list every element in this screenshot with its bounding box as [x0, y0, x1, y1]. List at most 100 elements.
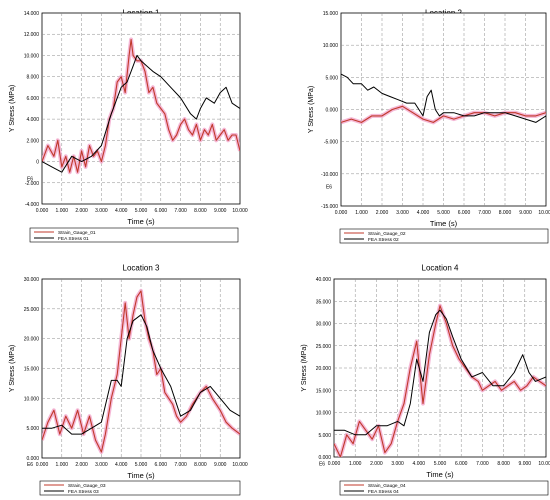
y-tick-label: 4.000 [26, 117, 39, 123]
x-tick-label: 2.000 [75, 462, 88, 468]
x-axis-label: Time (s) [430, 219, 458, 228]
x-axis-label: Time (s) [127, 217, 155, 226]
x-tick-label: 0.000 [36, 208, 49, 214]
x-tick-label: 1.000 [56, 462, 69, 468]
x-tick-label: 4.000 [413, 461, 426, 467]
x-tick-label: 9.000 [214, 462, 227, 468]
x-tick-label: 10.000 [538, 210, 550, 216]
series-line-strain-gauge [341, 105, 546, 123]
y-tick-label: 5.000 [318, 433, 331, 439]
series-line-strain-gauge [334, 305, 546, 457]
x-tick-label: 10.000 [232, 462, 248, 468]
x-tick-label: 0.000 [36, 462, 49, 468]
y-tick-label: -15.000 [321, 204, 338, 210]
x-tick-label: 8.000 [499, 210, 512, 216]
x-tick-label: 9.000 [214, 208, 227, 214]
x-tick-label: 8.000 [497, 461, 510, 467]
chart-1: Location 1-4.000-2.00002.0004.0006.0008.… [9, 9, 248, 243]
chart-3: Location 3 0.000 5.000 10.000 15.000 20.000 25… [9, 264, 248, 496]
series-line-fea-stress [334, 309, 546, 436]
y-tick-label: 15.000 [316, 388, 332, 394]
scale-label: E6 [319, 462, 325, 468]
chart-title: Location 4 [422, 264, 459, 273]
x-tick-label: 3.000 [95, 462, 108, 468]
legend-label: FEA Stress 01 [58, 236, 89, 242]
legend-label: FEA Stress 04 [368, 489, 399, 495]
series-line-fea-stress [42, 54, 240, 173]
y-tick-label: 10.000 [323, 43, 339, 49]
y-axis-label: Y Stress (MPa) [9, 345, 16, 392]
y-tick-label: 0 [36, 160, 39, 166]
y-tick-label: 35.000 [316, 299, 332, 305]
y-tick-label: 20.000 [316, 366, 332, 372]
y-tick-label: 30.000 [316, 322, 332, 328]
series-line-fea-stress [341, 73, 546, 123]
x-tick-label: 2.000 [75, 208, 88, 214]
y-axis-label: Y Stress (MPa) [301, 344, 308, 391]
y-tick-label: 25.000 [316, 344, 332, 350]
y-tick-label: 10.000 [24, 396, 40, 402]
x-tick-label: 1.000 [355, 210, 368, 216]
legend-label: FEA Stress 03 [68, 489, 99, 495]
x-axis-label: Time (s) [127, 471, 155, 480]
x-tick-label: 9.000 [519, 461, 532, 467]
x-tick-label: 2.000 [370, 461, 383, 467]
x-tick-label: 6.000 [155, 208, 168, 214]
y-tick-label: 0.000 [325, 108, 338, 114]
y-tick-label: 0.000 [26, 456, 39, 462]
x-tick-label: 4.000 [115, 462, 128, 468]
x-tick-label: 6.000 [155, 462, 168, 468]
x-tick-label: 5.000 [135, 462, 148, 468]
y-tick-label: -5.000 [324, 140, 338, 146]
y-tick-label: 15.000 [24, 367, 40, 373]
y-axis-label: Y Stress (MPa) [308, 86, 315, 133]
x-tick-label: 8.000 [194, 208, 207, 214]
x-tick-label: 5.000 [434, 461, 447, 467]
x-tick-label: 6.000 [458, 210, 471, 216]
y-tick-label: 25.000 [24, 307, 40, 313]
scale-label: E6 [326, 185, 332, 191]
x-tick-label: 4.000 [115, 208, 128, 214]
legend-label: Strain_Gauge_03 [68, 483, 106, 489]
x-tick-label: 3.000 [391, 461, 404, 467]
x-axis-label: Time (s) [426, 470, 454, 479]
x-tick-label: 7.000 [174, 462, 187, 468]
x-tick-label: 5.000 [437, 210, 450, 216]
y-tick-label: 15.000 [323, 11, 339, 17]
chart-4: Location 4 0.000 5.000 10.000 15.000 20.000 25… [301, 264, 550, 496]
y-tick-label: 2.000 [26, 138, 39, 144]
legend-box [29, 227, 239, 243]
x-tick-label: 1.000 [56, 208, 69, 214]
y-tick-label: -10.000 [321, 172, 338, 178]
x-tick-label: 7.000 [476, 461, 489, 467]
legend-box [339, 480, 549, 496]
x-tick-label: 5.000 [135, 208, 148, 214]
legend-label: Strain_Gauge_02 [368, 231, 406, 237]
chart-2: Location 2-15.000-10.000-5.0000.0005.000… [308, 9, 550, 244]
x-tick-label: 6.000 [455, 461, 468, 467]
y-tick-label: 14.000 [24, 11, 40, 17]
y-tick-label: 10.000 [24, 53, 40, 59]
x-tick-label: 7.000 [174, 208, 187, 214]
x-tick-label: 0.000 [328, 461, 341, 467]
chart-title: Location 3 [123, 264, 160, 273]
x-tick-label: 10.000 [538, 461, 550, 467]
x-tick-label: 10.000 [232, 208, 248, 214]
y-tick-label: 10.000 [316, 411, 332, 417]
y-tick-label: 5.000 [26, 426, 39, 432]
series-line-fea-stress [42, 314, 240, 435]
x-tick-label: 4.000 [417, 210, 430, 216]
y-tick-label: 6.000 [26, 96, 39, 102]
x-tick-label: 7.000 [478, 210, 491, 216]
x-tick-label: 9.000 [519, 210, 532, 216]
y-tick-label: 0.000 [318, 455, 331, 461]
scale-label: E6 [27, 462, 33, 468]
legend-label: Strain_Gauge_04 [368, 483, 406, 489]
x-tick-label: 1.000 [349, 461, 362, 467]
x-tick-label: 0.000 [335, 210, 348, 216]
y-tick-label: 40.000 [316, 277, 332, 283]
y-tick-label: 5.000 [325, 75, 338, 81]
y-tick-label: -2.000 [25, 181, 39, 187]
scale-label: E6 [27, 177, 33, 183]
